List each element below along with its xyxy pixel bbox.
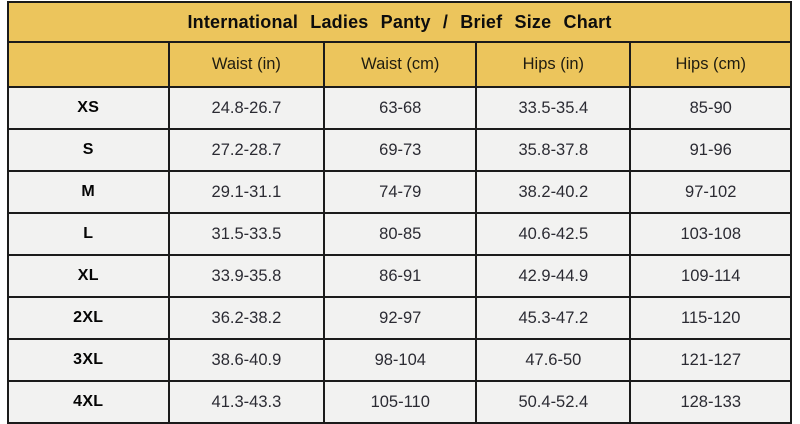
header-size-blank	[7, 41, 170, 88]
table-row: 4XL 41.3-43.3 105-110 50.4-52.4 128-133	[7, 380, 792, 424]
waist-cm-value: 92-97	[323, 296, 478, 340]
size-label: XL	[7, 254, 170, 298]
table-row: 2XL 36.2-38.2 92-97 45.3-47.2 115-120	[7, 296, 792, 340]
size-label: 4XL	[7, 380, 170, 424]
hips-cm-value: 128-133	[629, 380, 792, 424]
size-label: L	[7, 212, 170, 256]
waist-in-value: 33.9-35.8	[167, 254, 326, 298]
hips-in-value: 47.6-50	[475, 338, 632, 382]
table-row: XL 33.9-35.8 86-91 42.9-44.9 109-114	[7, 254, 792, 298]
hips-in-value: 50.4-52.4	[475, 380, 632, 424]
hips-cm-value: 85-90	[629, 86, 792, 130]
waist-in-value: 27.2-28.7	[167, 128, 326, 172]
hips-cm-value: 91-96	[629, 128, 792, 172]
header-hips-cm: Hips (cm)	[629, 41, 792, 88]
table-row: L 31.5-33.5 80-85 40.6-42.5 103-108	[7, 212, 792, 256]
header-hips-inches: Hips (in)	[475, 41, 632, 88]
table-row: S 27.2-28.7 69-73 35.8-37.8 91-96	[7, 128, 792, 172]
waist-cm-value: 63-68	[323, 86, 478, 130]
table-row: M 29.1-31.1 74-79 38.2-40.2 97-102	[7, 170, 792, 214]
hips-cm-value: 97-102	[629, 170, 792, 214]
size-chart-table: International Ladies Panty / Brief Size …	[7, 1, 792, 424]
chart-title: International Ladies Panty / Brief Size …	[7, 1, 792, 43]
header-waist-cm: Waist (cm)	[323, 41, 478, 88]
chart-title-row: International Ladies Panty / Brief Size …	[7, 1, 792, 43]
size-label: M	[7, 170, 170, 214]
column-header-row: Waist (in) Waist (cm) Hips (in) Hips (cm…	[7, 41, 792, 88]
waist-cm-value: 69-73	[323, 128, 478, 172]
size-label: XS	[7, 86, 170, 130]
hips-in-value: 38.2-40.2	[475, 170, 632, 214]
hips-in-value: 35.8-37.8	[475, 128, 632, 172]
table-row: XS 24.8-26.7 63-68 33.5-35.4 85-90	[7, 86, 792, 130]
waist-in-value: 24.8-26.7	[167, 86, 326, 130]
size-label: S	[7, 128, 170, 172]
waist-cm-value: 86-91	[323, 254, 478, 298]
table-row: 3XL 38.6-40.9 98-104 47.6-50 121-127	[7, 338, 792, 382]
waist-cm-value: 80-85	[323, 212, 478, 256]
header-waist-inches: Waist (in)	[167, 41, 326, 88]
waist-in-value: 36.2-38.2	[167, 296, 326, 340]
size-label: 2XL	[7, 296, 170, 340]
hips-cm-value: 103-108	[629, 212, 792, 256]
waist-in-value: 29.1-31.1	[167, 170, 326, 214]
waist-cm-value: 98-104	[323, 338, 478, 382]
size-chart: International Ladies Panty / Brief Size …	[7, 1, 792, 424]
waist-cm-value: 74-79	[323, 170, 478, 214]
waist-in-value: 38.6-40.9	[167, 338, 326, 382]
waist-in-value: 31.5-33.5	[167, 212, 326, 256]
waist-in-value: 41.3-43.3	[167, 380, 326, 424]
hips-cm-value: 115-120	[629, 296, 792, 340]
hips-cm-value: 121-127	[629, 338, 792, 382]
hips-in-value: 33.5-35.4	[475, 86, 632, 130]
hips-cm-value: 109-114	[629, 254, 792, 298]
hips-in-value: 42.9-44.9	[475, 254, 632, 298]
waist-cm-value: 105-110	[323, 380, 478, 424]
hips-in-value: 45.3-47.2	[475, 296, 632, 340]
size-label: 3XL	[7, 338, 170, 382]
hips-in-value: 40.6-42.5	[475, 212, 632, 256]
